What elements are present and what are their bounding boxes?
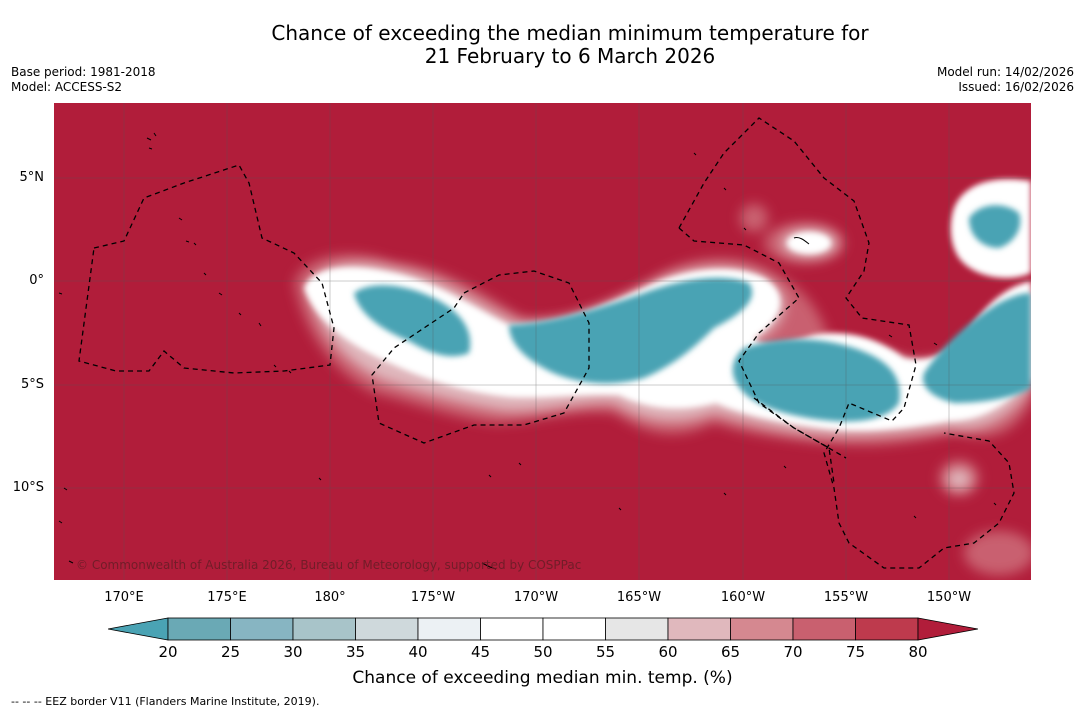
colorbar-segment <box>542 617 606 641</box>
lon-label-175w: 175°W <box>410 590 456 605</box>
lon-label-170w: 170°W <box>513 590 559 605</box>
colorbar-tick-label: 45 <box>470 643 491 661</box>
lon-label-170e: 170°E <box>104 590 144 605</box>
colorbar-segment <box>730 617 794 641</box>
title-line-1: Chance of exceeding the median minimum t… <box>271 21 869 45</box>
colorbar-tick-label: 75 <box>845 643 866 661</box>
lon-label-150w: 150°W <box>926 590 972 605</box>
lon-label-160w: 160°W <box>720 590 766 605</box>
colorbar-tick-label: 30 <box>283 643 303 661</box>
lat-label-10s: 10°S <box>12 480 44 495</box>
base-period: Base period: 1981-2018 <box>11 65 156 79</box>
colorbar-extend-high <box>917 617 979 641</box>
colorbar-tick-label: 60 <box>658 643 678 661</box>
copyright-notice: © Commonwealth of Australia 2026, Bureau… <box>76 558 582 572</box>
colorbar-tick-label: 70 <box>783 643 803 661</box>
colorbar-segment <box>667 617 731 641</box>
meta-right: Model run: 14/02/2026 Issued: 16/02/2026 <box>937 65 1074 95</box>
colorbar-svg <box>107 617 979 641</box>
colorbar-segment <box>167 617 231 641</box>
lat-label-5n: 5°N <box>19 170 45 185</box>
lat-label-0: 0° <box>29 273 44 288</box>
lon-label-175e: 175°E <box>207 590 247 605</box>
lon-label-165w: 165°W <box>616 590 662 605</box>
probability-core-20 <box>354 205 1031 422</box>
colorbar-segment <box>417 617 481 641</box>
colorbar-tick-label: 65 <box>720 643 741 661</box>
colorbar-tick-label: 55 <box>595 643 616 661</box>
coastlines <box>58 132 997 570</box>
map-svg <box>54 103 1031 580</box>
forecast-map <box>54 103 1031 580</box>
legend-footer: -- -- -- EEZ border V11 (Flanders Marine… <box>11 695 320 708</box>
lat-label-5s: 5°S <box>20 377 44 392</box>
colorbar-tick-label: 80 <box>908 643 928 661</box>
eez-borders <box>78 117 1015 569</box>
colorbar-segment <box>855 617 919 641</box>
colorbar-segment <box>292 617 356 641</box>
lon-label-155w: 155°W <box>823 590 869 605</box>
colorbar-tick-label: 50 <box>533 643 553 661</box>
colorbar-segment <box>230 617 294 641</box>
graticule <box>54 103 1031 580</box>
colorbar-extend-low <box>107 617 169 641</box>
colorbar-segment <box>605 617 669 641</box>
model-name: Model: ACCESS-S2 <box>11 80 123 94</box>
map-title: Chance of exceeding the median minimum t… <box>0 22 1085 68</box>
model-run: Model run: 14/02/2026 <box>936 65 1074 79</box>
lon-label-180: 180° <box>314 590 346 605</box>
colorbar-segment <box>480 617 544 641</box>
meta-left: Base period: 1981-2018 Model: ACCESS-S2 <box>11 65 156 95</box>
colorbar-tick-label: 35 <box>345 643 366 661</box>
issued-date: Issued: 16/02/2026 <box>958 80 1074 94</box>
colorbar-segment <box>792 617 856 641</box>
title-line-2: 21 February to 6 March 2026 <box>424 44 716 68</box>
colorbar-segment <box>355 617 419 641</box>
colorbar <box>107 616 979 642</box>
colorbar-tick-label: 25 <box>220 643 241 661</box>
colorbar-label: Chance of exceeding median min. temp. (%… <box>352 668 733 688</box>
colorbar-tick-label: 40 <box>408 643 428 661</box>
colorbar-tick-label: 20 <box>158 643 178 661</box>
